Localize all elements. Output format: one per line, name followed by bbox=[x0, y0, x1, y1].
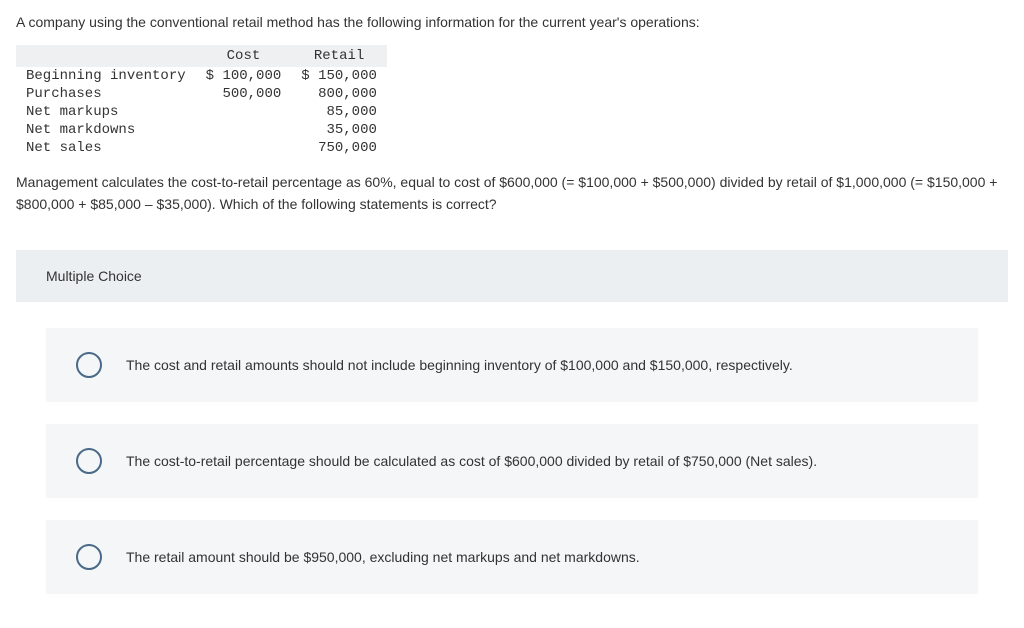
data-table: Cost Retail Beginning inventory $ 100,00… bbox=[16, 45, 387, 157]
row-cost bbox=[196, 121, 292, 139]
row-label: Net markups bbox=[16, 103, 196, 121]
radio-icon[interactable] bbox=[76, 448, 102, 474]
choice-option[interactable]: The cost-to-retail percentage should be … bbox=[46, 424, 978, 498]
table-row: Net markdowns 35,000 bbox=[16, 121, 387, 139]
row-cost bbox=[196, 103, 292, 121]
table-row: Net sales 750,000 bbox=[16, 139, 387, 157]
row-cost bbox=[196, 139, 292, 157]
question-followup: Management calculates the cost-to-retail… bbox=[16, 171, 1008, 216]
row-retail: 85,000 bbox=[291, 103, 387, 121]
choice-option[interactable]: The retail amount should be $950,000, ex… bbox=[46, 520, 978, 594]
multiple-choice-header: Multiple Choice bbox=[16, 250, 1008, 302]
radio-icon[interactable] bbox=[76, 352, 102, 378]
question-intro: A company using the conventional retail … bbox=[16, 12, 1008, 33]
table-row: Purchases 500,000 800,000 bbox=[16, 85, 387, 103]
header-retail: Retail bbox=[291, 45, 387, 67]
row-retail: 750,000 bbox=[291, 139, 387, 157]
row-cost: 500,000 bbox=[196, 85, 292, 103]
row-label: Purchases bbox=[16, 85, 196, 103]
row-cost: $ 100,000 bbox=[196, 67, 292, 85]
choice-text: The cost and retail amounts should not i… bbox=[126, 357, 793, 373]
table-header-row: Cost Retail bbox=[16, 45, 387, 67]
row-retail: $ 150,000 bbox=[291, 67, 387, 85]
header-cost: Cost bbox=[196, 45, 292, 67]
radio-icon[interactable] bbox=[76, 544, 102, 570]
row-retail: 800,000 bbox=[291, 85, 387, 103]
header-blank bbox=[16, 45, 196, 67]
row-label: Net markdowns bbox=[16, 121, 196, 139]
choice-text: The retail amount should be $950,000, ex… bbox=[126, 549, 640, 565]
row-retail: 35,000 bbox=[291, 121, 387, 139]
choice-option[interactable]: The cost and retail amounts should not i… bbox=[46, 328, 978, 402]
table-row: Net markups 85,000 bbox=[16, 103, 387, 121]
row-label: Net sales bbox=[16, 139, 196, 157]
row-label: Beginning inventory bbox=[16, 67, 196, 85]
choice-text: The cost-to-retail percentage should be … bbox=[126, 453, 817, 469]
table-row: Beginning inventory $ 100,000 $ 150,000 bbox=[16, 67, 387, 85]
